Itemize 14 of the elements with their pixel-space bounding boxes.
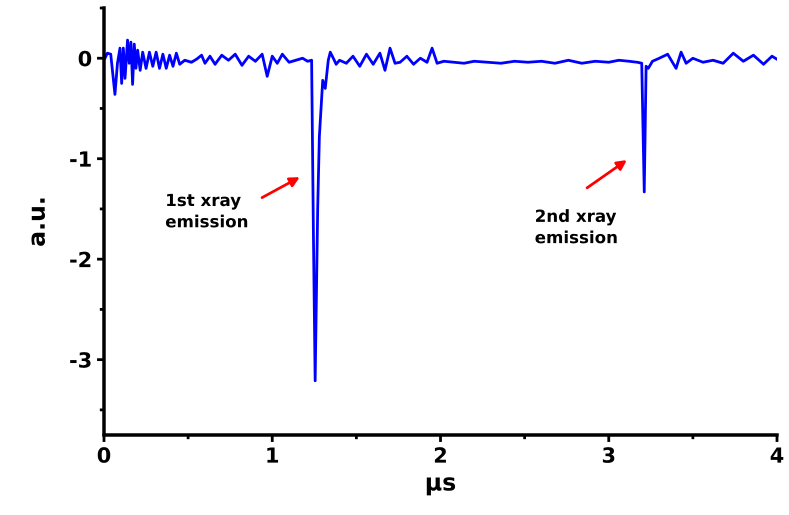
x-tick-label: 1 xyxy=(267,447,278,463)
annotation: 2nd xray emission xyxy=(535,209,617,244)
y-tick-label: -2 xyxy=(70,252,90,268)
annotation: 1st xray emission xyxy=(166,194,248,228)
y-tick-label: -1 xyxy=(70,151,91,167)
y-axis-title: a.u. xyxy=(31,198,46,246)
x-tick-label: 2 xyxy=(434,447,446,463)
y-tick-label: -3 xyxy=(70,352,91,368)
x-axis-title: μs xyxy=(426,477,456,496)
x-tick-label: 3 xyxy=(602,447,614,463)
y-tick-label: 0 xyxy=(78,50,92,66)
x-tick-label: 4 xyxy=(770,447,784,463)
x-tick-label: 0 xyxy=(98,447,110,463)
line-series xyxy=(104,38,777,382)
